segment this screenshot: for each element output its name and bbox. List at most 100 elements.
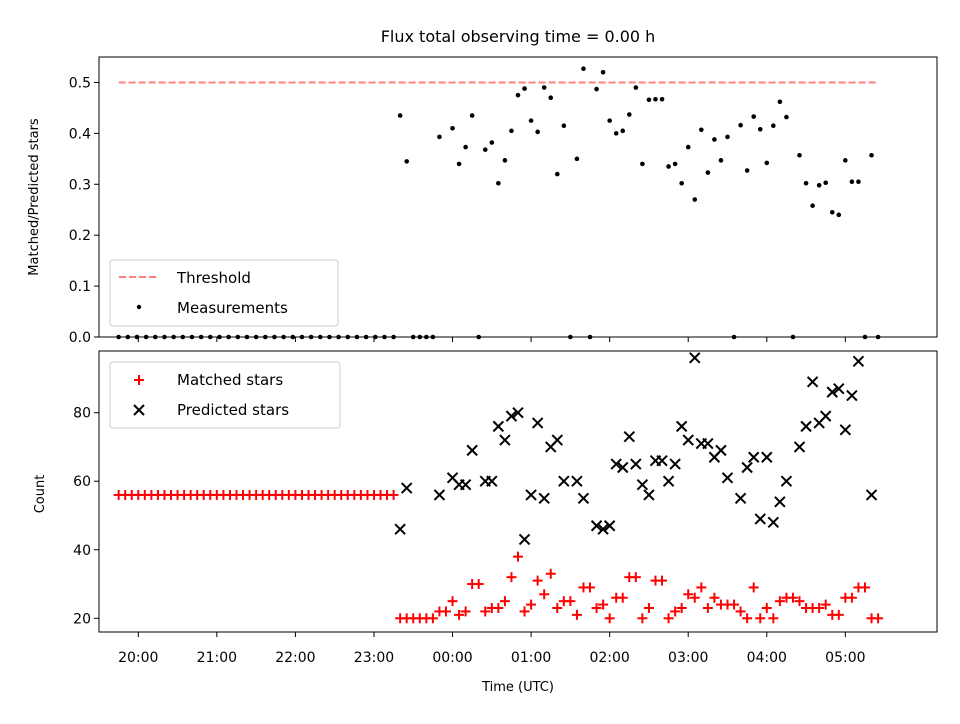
predicted-star-point	[623, 430, 636, 443]
measurement-point	[823, 180, 829, 186]
predicted-star-point	[518, 533, 531, 546]
predicted-star-point	[689, 352, 701, 364]
x-tick-label: 21:00	[197, 650, 237, 666]
predicted-star-point	[839, 424, 852, 436]
x-tick-label: 04:00	[747, 650, 787, 666]
measurement-point	[718, 158, 724, 163]
predicted-star-point	[734, 492, 747, 505]
measurement-point	[482, 147, 488, 152]
x-axis-label: Time (UTC)	[481, 680, 554, 695]
matched-star-point	[598, 599, 609, 610]
matched-star-point	[833, 609, 844, 620]
matched-star-point	[585, 582, 596, 593]
predicted-star-point	[761, 451, 773, 463]
predicted-star-point	[702, 437, 714, 450]
matched-star-point	[526, 599, 537, 610]
bottom-y-tick-label: 80	[73, 406, 91, 422]
measurement-point	[502, 158, 508, 163]
matched-star-point	[663, 613, 674, 624]
bottom-y-tick-label: 20	[73, 611, 91, 627]
predicted-star-point	[499, 434, 511, 446]
measurement-point	[738, 122, 743, 128]
matched-star-point	[735, 606, 746, 617]
matched-star-point	[768, 613, 779, 624]
measurement-point	[600, 69, 606, 75]
matched-star-point	[643, 603, 654, 614]
predicted-star-point	[512, 406, 524, 419]
matched-star-point	[591, 603, 602, 614]
matched-star-point	[460, 606, 471, 617]
x-tick-label: 05:00	[825, 650, 865, 666]
matched-star-point	[774, 596, 785, 607]
matched-star-point	[519, 606, 530, 617]
measurement-point	[554, 171, 560, 177]
matched-star-point	[454, 609, 465, 620]
predicted-star-point	[400, 482, 413, 494]
top-y-tick-label: 0.3	[69, 177, 91, 193]
matched-star-point	[499, 596, 510, 607]
predicted-star-point	[747, 451, 760, 463]
measurement-point	[659, 96, 665, 102]
top-y-tick-label: 0.4	[69, 126, 91, 142]
top-chart-title: Flux total observing time = 0.00 h	[381, 27, 656, 46]
predicted-star-point	[819, 410, 832, 422]
matched-star-point	[480, 606, 491, 617]
predicted-star-point	[597, 523, 609, 535]
matched-star-point	[689, 592, 700, 603]
top-x-ticks	[137, 337, 846, 342]
predicted-star-point	[774, 496, 786, 508]
measurement-point	[771, 123, 776, 129]
predicted-star-point	[754, 513, 766, 525]
predicted-star-point	[459, 478, 472, 491]
predicted-star-point	[492, 420, 505, 433]
measurement-point	[692, 197, 698, 202]
x-tick-label: 01:00	[511, 650, 551, 666]
measurement-point	[404, 159, 410, 164]
predicted-star-point	[656, 454, 668, 467]
measurement-point	[829, 209, 835, 215]
measurement-point	[509, 128, 514, 134]
bottom-legend-box	[109, 361, 341, 429]
top-y-tick-label: 0.5	[69, 75, 91, 91]
x-tick-label: 22:00	[275, 650, 315, 666]
matched-star-point	[755, 613, 766, 624]
matched-star-point	[447, 596, 458, 607]
measurement-point	[777, 99, 783, 105]
x-tick-label: 23:00	[354, 650, 394, 666]
measurement-point	[574, 156, 580, 162]
matched-star-point	[565, 596, 576, 607]
matched-star-point	[846, 592, 857, 603]
predicted-star-point	[675, 420, 688, 433]
predicted-star-point	[643, 489, 655, 501]
measurement-point	[836, 212, 842, 218]
matched-star-point	[859, 582, 870, 593]
top-y-axis-label: Matched/Predicted stars	[27, 118, 42, 276]
measurement-point	[843, 158, 848, 163]
top-y-tick-label: 0.1	[69, 279, 91, 295]
bottom-y-tick-label: 40	[73, 543, 91, 559]
top-axes-frame	[98, 56, 938, 338]
legend-matched-swatch	[134, 375, 144, 385]
matched-star-point	[552, 603, 563, 614]
matched-star-point	[493, 603, 504, 614]
predicted-star-point	[486, 475, 498, 487]
measurement-point	[489, 140, 495, 145]
predicted-star-point	[531, 417, 544, 429]
measurement-point	[626, 112, 632, 117]
matched-star-point	[873, 613, 884, 624]
matched-star-point	[604, 613, 615, 624]
legend-matched-label: Matched stars	[177, 371, 283, 389]
matched-star-point	[787, 592, 798, 603]
predicted-star-point	[466, 444, 478, 457]
predicted-star-point	[865, 489, 878, 501]
measurement-point	[764, 160, 770, 166]
measurement-point	[797, 152, 802, 158]
measurement-point	[705, 170, 711, 175]
measurement-point	[469, 113, 475, 118]
predicted-star-point	[577, 492, 590, 505]
matched-star-point	[427, 613, 438, 624]
predicted-star-point	[852, 355, 865, 367]
legend-plus-marker	[134, 375, 144, 385]
